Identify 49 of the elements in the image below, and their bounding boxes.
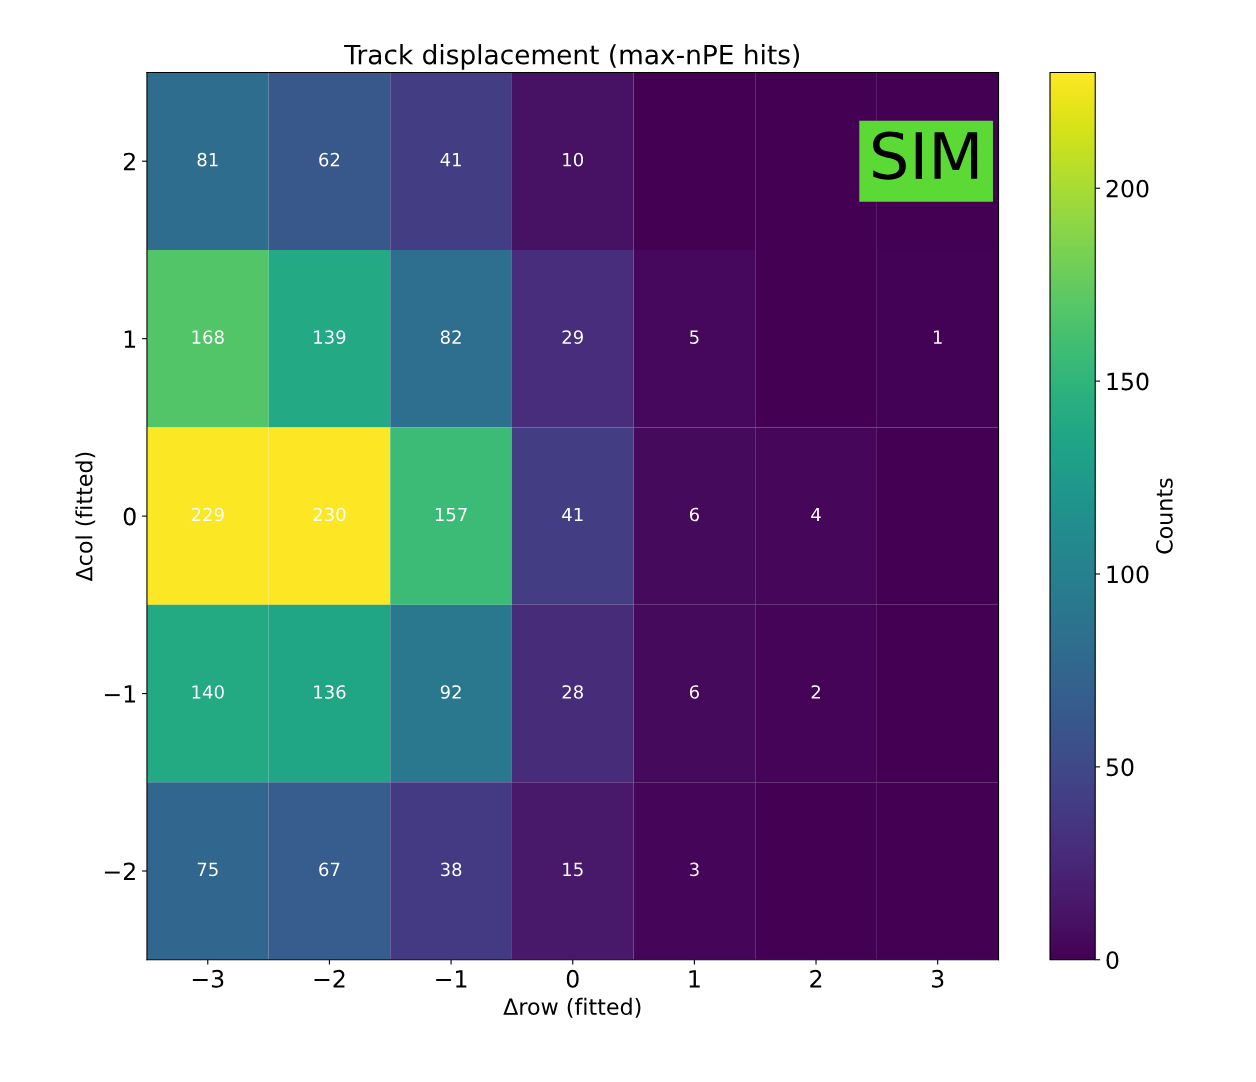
x-axis-title: Δrow (fitted) [503, 997, 641, 1018]
data-label: 168 [192, 330, 224, 344]
x-tick-label: 2 [810, 969, 822, 988]
x-tick-label: −3 [192, 969, 224, 988]
data-label: 75 [197, 862, 218, 877]
y-tick-label: −2 [104, 862, 135, 880]
data-label: 139 [314, 330, 346, 344]
data-label: 6 [689, 685, 699, 699]
data-label: 1 [933, 330, 942, 344]
data-label: 62 [319, 152, 340, 167]
data-label: 6 [689, 507, 699, 522]
color-bar-label: 150 [1107, 372, 1149, 391]
y-tick-label: 2 [123, 152, 135, 171]
color-bar-label: 200 [1106, 179, 1149, 198]
data-label: 41 [562, 507, 583, 522]
data-label: 4 [811, 507, 821, 522]
data-label: 41 [440, 153, 461, 167]
data-label: 229 [191, 507, 224, 522]
y-tick-label: 0 [123, 507, 136, 526]
x-tick-label: −1 [436, 970, 467, 988]
y-tick-label: −1 [104, 685, 136, 703]
data-label: 81 [197, 152, 218, 167]
color-bar-label: 100 [1107, 565, 1149, 584]
data-label: 140 [192, 685, 224, 699]
color-bar-label: 0 [1106, 951, 1119, 970]
x-tick-label: 0 [566, 969, 579, 988]
x-tick-label: 3 [931, 969, 944, 988]
data-label: 38 [440, 862, 462, 877]
y-axis-title: Δcol (fitted) [75, 452, 96, 582]
data-label: 15 [563, 862, 583, 877]
data-label: 230 [313, 507, 346, 522]
data-label: 29 [562, 330, 583, 344]
color-bar-title: Counts [1155, 478, 1173, 554]
data-label: 2 [811, 685, 820, 699]
data-label: 3 [690, 862, 699, 877]
annotation: SIM [873, 131, 978, 180]
x-tick-label: 1 [689, 970, 700, 988]
data-label: 28 [562, 685, 583, 699]
y-tick-label: 1 [124, 330, 136, 348]
x-tick-label: −2 [314, 969, 345, 988]
data-label: 67 [319, 862, 340, 877]
data-label: 136 [314, 685, 346, 699]
color-bar-label: 50 [1106, 758, 1134, 777]
data-label: 10 [563, 152, 584, 167]
data-label: 82 [440, 330, 461, 344]
data-label: 5 [690, 330, 699, 344]
chart-title: Track displacement (max-nPE hits) [344, 44, 800, 70]
data-label: 92 [440, 685, 461, 699]
data-label: 157 [435, 507, 467, 522]
